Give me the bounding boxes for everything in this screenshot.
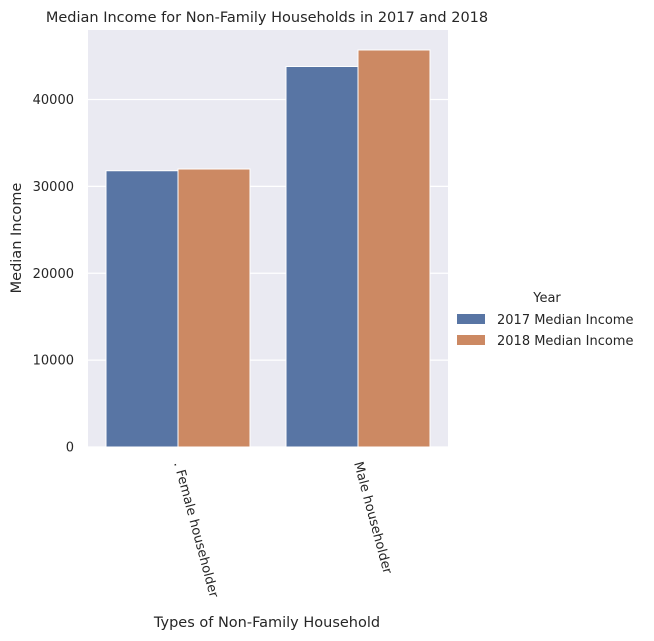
y-axis-label: Median Income — [9, 183, 25, 294]
legend: Year 2017 Median Income 2018 Median Incom… — [457, 291, 633, 349]
bar-2018-1 — [357, 49, 431, 448]
y-tick-label: 0 — [66, 441, 74, 456]
x-tick-label: . Female householder — [170, 460, 221, 600]
x-tick-label: Male householder — [350, 460, 395, 576]
x-axis-ticks: . Female householder Male householder — [170, 460, 395, 600]
chart-title: Median Income for Non-Family Households … — [46, 10, 488, 26]
legend-swatch — [457, 335, 485, 345]
legend-label: 2017 Median Income — [497, 313, 633, 328]
legend-label: 2018 Median Income — [497, 334, 633, 349]
y-tick-label: 10000 — [33, 354, 74, 369]
x-axis-label: Types of Non-Family Household — [153, 615, 380, 631]
legend-title: Year — [532, 291, 561, 306]
y-tick-label: 40000 — [33, 93, 74, 108]
y-axis-ticks: 0 10000 20000 30000 40000 — [33, 93, 74, 456]
y-tick-label: 20000 — [33, 267, 74, 282]
legend-swatch — [457, 314, 485, 324]
bar-2017-1 — [285, 65, 359, 448]
bar-2018-0 — [177, 168, 251, 448]
bars — [105, 49, 431, 448]
y-tick-label: 30000 — [33, 180, 74, 195]
bar-2017-0 — [105, 170, 179, 448]
